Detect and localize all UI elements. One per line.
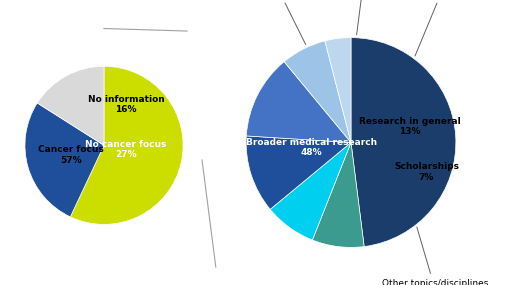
Wedge shape bbox=[25, 103, 104, 217]
Wedge shape bbox=[270, 142, 351, 240]
Wedge shape bbox=[246, 62, 351, 142]
Text: Scholarships
7%: Scholarships 7% bbox=[394, 162, 459, 182]
Text: Research on other diseases
8%: Research on other diseases 8% bbox=[215, 0, 340, 44]
Wedge shape bbox=[284, 41, 351, 142]
Wedge shape bbox=[37, 66, 104, 145]
Text: Other topics/disciplines
4%: Other topics/disciplines 4% bbox=[382, 227, 488, 285]
Text: Broader medical research
48%: Broader medical research 48% bbox=[245, 138, 376, 157]
Wedge shape bbox=[325, 38, 351, 142]
Text: Research in general
13%: Research in general 13% bbox=[359, 117, 461, 137]
Wedge shape bbox=[246, 136, 351, 209]
Text: No cancer focus
27%: No cancer focus 27% bbox=[85, 140, 167, 159]
Text: Population health (vulnerable
groups)
12%: Population health (vulnerable groups) 12… bbox=[379, 0, 512, 56]
Text: No information
16%: No information 16% bbox=[88, 95, 164, 114]
Wedge shape bbox=[351, 38, 456, 247]
Text: Cancer focus
57%: Cancer focus 57% bbox=[38, 145, 103, 164]
Wedge shape bbox=[313, 142, 364, 247]
Wedge shape bbox=[70, 66, 183, 224]
Text: Local population health
8%: Local population health 8% bbox=[310, 0, 417, 35]
